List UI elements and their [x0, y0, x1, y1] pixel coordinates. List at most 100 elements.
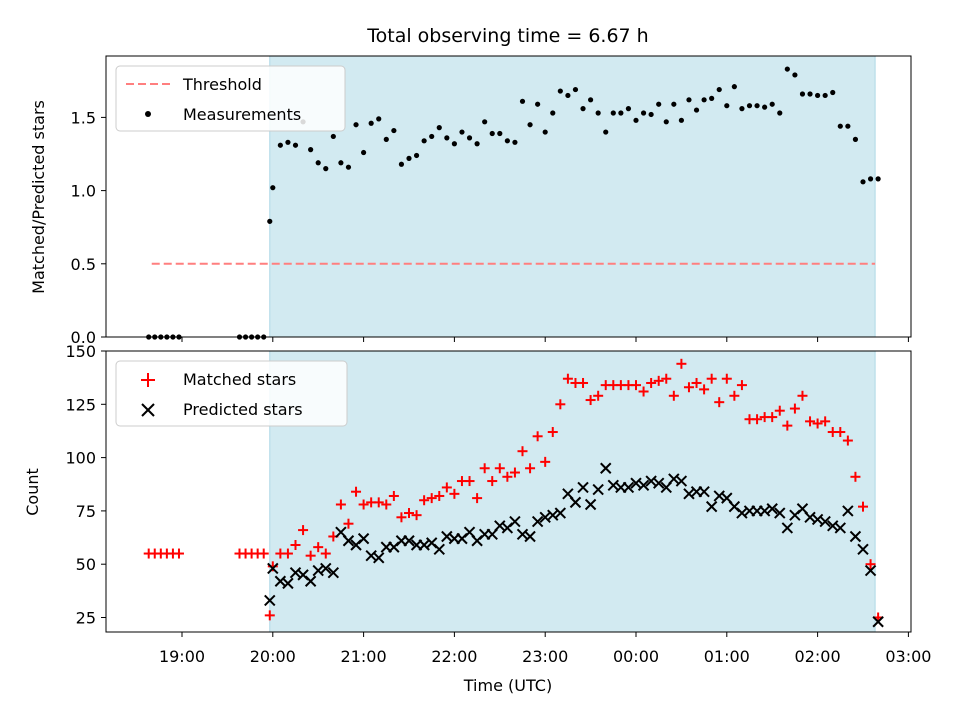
predicted-star-point: [705, 500, 718, 513]
matched-star-point: [805, 416, 816, 427]
predicted-star-point: [819, 515, 831, 528]
measurement-point: [693, 107, 700, 113]
measurement-point: [292, 142, 299, 148]
bottom-y-tick-label: 75: [76, 502, 96, 521]
matched-star-point: [774, 405, 785, 416]
matched-star-point: [313, 542, 324, 553]
matched-star-point: [464, 476, 475, 487]
predicted-star-point: [554, 507, 567, 519]
measurement-point: [323, 166, 329, 172]
matched-star-point: [820, 416, 831, 427]
bottom-x-tick-label: 23:00: [522, 647, 568, 666]
top-y-tick-label: 1.5: [71, 108, 96, 127]
measurement-point: [421, 138, 427, 144]
matched-star-point: [736, 380, 747, 391]
measurement-point: [739, 106, 745, 112]
measurement-point: [686, 97, 692, 103]
measurement-point: [762, 104, 768, 110]
measurement-point: [338, 160, 344, 166]
measurement-point: [799, 91, 806, 97]
bottom-chart: 25 50 75 100 125 150 19:00 20:00 21:00 22:00 23:0…: [23, 342, 931, 695]
measurement-point: [535, 101, 541, 107]
bottom-x-tick-label: 01:00: [704, 647, 750, 666]
predicted-star-point: [849, 530, 862, 543]
matched-star-point: [812, 418, 823, 429]
measurement-point: [618, 110, 624, 116]
measurement-point: [451, 141, 457, 147]
matched-star-point: [668, 390, 679, 401]
matched-star-point: [509, 467, 520, 478]
top-chart-title: Total observing time = 6.67 h: [366, 25, 648, 47]
top-x-ticks: [181, 337, 909, 342]
matched-star-point: [661, 373, 672, 384]
predicted-star-point: [675, 475, 688, 487]
measurement-point: [648, 111, 654, 118]
predicted-star-point: [766, 503, 778, 515]
bottom-legend: Matched stars Predicted stars: [115, 360, 348, 427]
legend-threshold-label: Threshold: [182, 75, 262, 94]
matched-star-point: [752, 414, 763, 425]
measurement-point: [588, 97, 594, 103]
measurement-point: [330, 133, 336, 140]
matched-star-point: [517, 446, 528, 457]
measurement-point: [867, 176, 874, 182]
matched-star-point: [502, 471, 513, 482]
bottom-y-axis-label: Count: [23, 468, 42, 516]
matched-star-point: [525, 463, 536, 474]
matched-star-point: [335, 499, 346, 510]
bottom-x-tick-label: 21:00: [341, 647, 387, 666]
matched-star-point: [721, 373, 732, 384]
matched-star-point: [631, 380, 641, 391]
measurement-point: [565, 92, 571, 99]
matched-star-point: [173, 548, 184, 559]
top-legend-box: [115, 65, 346, 132]
measurement-point: [368, 120, 374, 126]
measurement-point: [482, 119, 488, 125]
matched-star-point: [396, 512, 407, 523]
bottom-x-tick-label: 19:00: [159, 647, 205, 666]
measurement-point: [792, 72, 798, 78]
measurement-point: [572, 86, 579, 93]
predicted-star-point: [622, 481, 635, 494]
predicted-star-point: [864, 564, 877, 577]
predicted-star-point: [373, 552, 385, 564]
matched-star-point: [305, 550, 316, 561]
matched-star-point: [388, 490, 399, 501]
bottom-y-tick-label: 150: [65, 342, 96, 361]
matched-star-point: [264, 610, 275, 621]
top-y-axis: 0.0 0.5 1.0 1.5: [71, 108, 106, 347]
legend-matched-label: Matched stars: [183, 370, 296, 389]
bottom-plot-frame: [105, 350, 912, 633]
matched-star-point: [842, 435, 853, 446]
predicted-star-point: [842, 505, 854, 517]
matched-star-point: [858, 501, 868, 512]
top-y-tick-label: 0.5: [71, 255, 96, 274]
measurement-point: [656, 101, 662, 107]
measurement-point: [557, 88, 563, 94]
measurement-point: [746, 103, 753, 109]
measurement-point: [436, 125, 442, 131]
measurement-point: [285, 139, 291, 145]
measurement-point: [852, 136, 859, 142]
measurement-point: [777, 110, 783, 116]
top-y-tick-label: 0.0: [71, 328, 96, 347]
measurement-point: [315, 160, 321, 166]
matched-star-point: [850, 471, 861, 482]
bottom-x-axis: 19:00 20:00 21:00 22:00 23:00 00:00 01:00 02:00…: [159, 632, 931, 666]
measurement-point: [383, 136, 389, 142]
matched-star-point: [494, 463, 505, 474]
measurement-point: [474, 141, 480, 147]
predicted-star-point: [509, 515, 521, 528]
matched-star-point: [472, 493, 483, 504]
matched-star-point: [441, 482, 452, 493]
legend-measurements-swatch: [145, 111, 151, 117]
measurement-point: [444, 135, 450, 141]
predicted-star-point: [531, 515, 544, 528]
measurement-point: [489, 130, 495, 137]
matched-star-point: [555, 399, 566, 410]
top-observing-window: [269, 55, 876, 338]
measurement-point: [603, 129, 609, 135]
matched-star-point: [258, 548, 269, 559]
measurement-point: [822, 92, 828, 99]
bottom-x-tick-label: 20:00: [250, 647, 296, 666]
